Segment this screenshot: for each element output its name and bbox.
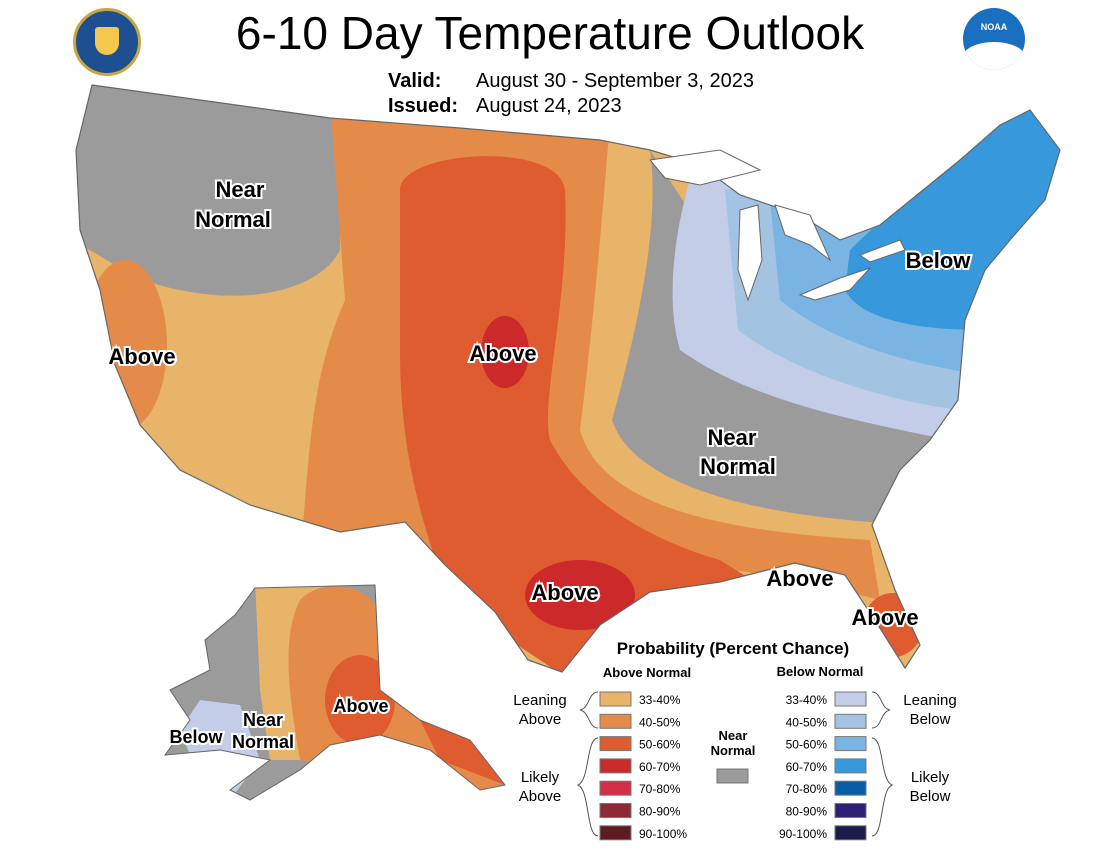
great-lakes: [649, 149, 906, 302]
page-title: 6-10 Day Temperature Outlook: [235, 7, 865, 59]
legend-label-below-3: 60-70%: [786, 760, 828, 774]
label-near-normal-northwest-2: Normal: [195, 207, 271, 232]
legend-near-normal-label: Near: [719, 728, 748, 743]
region-likely-above-50-60: [400, 156, 760, 672]
legend-leaning-above-2: Above: [519, 711, 562, 728]
label-near-normal-east: Near: [708, 425, 757, 450]
legend-swatch-above-3: [599, 758, 632, 774]
legend-leaning-above: Leaning: [513, 692, 566, 709]
legend-label-above-1: 40-50%: [639, 715, 681, 729]
legend-swatch-above-4: [599, 780, 632, 796]
legend-swatch-below-3: [834, 758, 867, 774]
legend-swatch-above-2: [599, 736, 632, 752]
issued-date: Issued: August 24, 2023: [388, 95, 622, 118]
issued-value: August 24, 2023: [476, 95, 622, 117]
noaa-logo: NOAA: [963, 8, 1025, 70]
label-below-alaska: Below: [169, 727, 223, 747]
legend-swatch-below-6: [834, 825, 867, 841]
label-near-normal-alaska: Near: [243, 710, 283, 730]
region-likely-above-60-70-plains: [481, 316, 529, 388]
legend-label-above-4: 70-80%: [639, 782, 681, 796]
legend-likely-above: Likely: [521, 769, 560, 786]
noaa-wave-icon: [963, 42, 1025, 70]
legend-swatch-near-normal: [716, 768, 749, 784]
noaa-text: NOAA: [980, 22, 1008, 32]
legend-swatch-below-5: [834, 803, 867, 818]
legend-likely-above-2: Above: [519, 788, 562, 805]
label-above-florida: Above: [851, 605, 918, 630]
valid-value: August 30 - September 3, 2023: [476, 70, 754, 92]
legend-label-below-4: 70-80%: [786, 782, 828, 796]
commerce-seal-logo: [73, 8, 141, 76]
legend-label-above-2: 50-60%: [639, 738, 681, 752]
legend-swatch-below-0: [834, 691, 867, 707]
probability-legend: Probability (Percent Chance) Above Norma…: [513, 639, 956, 841]
label-near-normal-east-2: Normal: [700, 454, 776, 479]
legend-label-above-3: 60-70%: [639, 760, 681, 774]
label-above-california: Above: [108, 344, 175, 369]
legend-label-above-6: 90-100%: [639, 827, 687, 841]
legend-swatch-above-1: [599, 713, 632, 729]
legend-below-header: Below Normal: [777, 664, 864, 679]
legend-swatch-above-0: [599, 691, 632, 707]
legend-likely-below: Likely: [911, 769, 950, 786]
legend-label-below-2: 50-60%: [786, 738, 828, 752]
legend-swatch-above-6: [599, 825, 632, 841]
region-likely-below-60-70: [845, 85, 1060, 330]
legend-swatch-above-5: [599, 803, 632, 818]
legend-leaning-below: Leaning: [903, 692, 956, 709]
legend-label-below-5: 80-90%: [786, 805, 828, 819]
legend-label-below-0: 33-40%: [786, 693, 828, 707]
map-labels: Near Normal Above Above Above Above Abov…: [106, 175, 973, 754]
legend-label-above-0: 33-40%: [639, 693, 681, 707]
valid-label: Valid:: [388, 70, 442, 92]
label-below-northeast: Below: [906, 248, 972, 273]
legend-leaning-below-2: Below: [910, 711, 951, 728]
legend-swatch-below-4: [834, 780, 867, 796]
issued-label: Issued:: [388, 95, 459, 117]
label-above-central: Above: [469, 341, 536, 366]
valid-dates: Valid: August 30 - September 3, 2023: [388, 70, 754, 93]
legend-label-below-6: 90-100%: [779, 827, 827, 841]
legend-near-normal-label-2: Normal: [711, 743, 756, 758]
legend-likely-below-2: Below: [910, 788, 951, 805]
legend-label-above-5: 80-90%: [639, 805, 681, 819]
alaska-map: [165, 585, 505, 800]
region-likely-above-60-70-texas: [525, 560, 635, 630]
region-near-normal-northwest: [76, 85, 340, 296]
label-above-alaska: Above: [333, 696, 388, 716]
legend-swatch-below-1: [834, 713, 867, 729]
label-near-normal-alaska-2: Normal: [232, 732, 294, 752]
legend-above-header: Above Normal: [603, 665, 691, 680]
shield-icon: [95, 27, 119, 55]
legend-label-below-1: 40-50%: [786, 715, 828, 729]
label-above-texas: Above: [531, 580, 598, 605]
label-above-gulf: Above: [766, 566, 833, 591]
label-near-normal-northwest: Near: [216, 177, 265, 202]
legend-title: Probability (Percent Chance): [617, 639, 849, 658]
legend-swatch-below-2: [834, 736, 867, 752]
